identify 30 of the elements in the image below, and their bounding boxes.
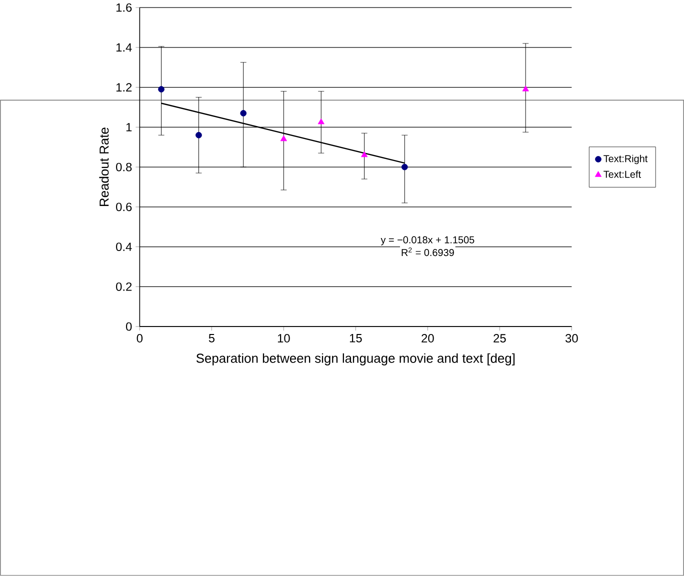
y-tick-label: 0.6: [116, 202, 132, 212]
y-tick-label: 0: [126, 322, 132, 331]
point: [522, 86, 529, 92]
x-tick-label: 15: [350, 334, 362, 342]
point: [318, 118, 324, 124]
legend-label: Text:Left: [604, 170, 641, 178]
y-tick-label: 1: [126, 123, 132, 132]
annotation: R$^{2}$ = 0.6939: [402, 248, 454, 256]
x-tick-label: 30: [565, 334, 578, 343]
point: [196, 132, 202, 138]
x-axis-title: Separation between sign language movie and text [deg]: [196, 353, 515, 366]
legend-label: Text:Right: [604, 154, 648, 164]
x-tick-label: 0: [136, 334, 143, 343]
y-axis-title: Readout Rate: [99, 128, 109, 206]
x-tick-label: 20: [422, 334, 434, 343]
point: [361, 151, 368, 158]
x-tick-label: 5: [208, 334, 215, 342]
x-tick-label: 10: [278, 334, 290, 343]
y-tick-label: 0.2: [116, 282, 132, 292]
y-tick-label: 1.6: [116, 3, 132, 12]
y-tick-label: 0.8: [116, 162, 132, 172]
y-tick-label: 0.4: [116, 242, 132, 252]
x-tick-label: 25: [494, 334, 506, 343]
point: [280, 135, 287, 142]
y-tick-label: 1.4: [116, 43, 132, 52]
point: [401, 164, 408, 170]
point: [240, 110, 247, 117]
annotation: y = −0.018x + 1.1505: [380, 236, 474, 246]
point: [158, 86, 164, 93]
y-tick-label: 1.2: [116, 83, 132, 92]
